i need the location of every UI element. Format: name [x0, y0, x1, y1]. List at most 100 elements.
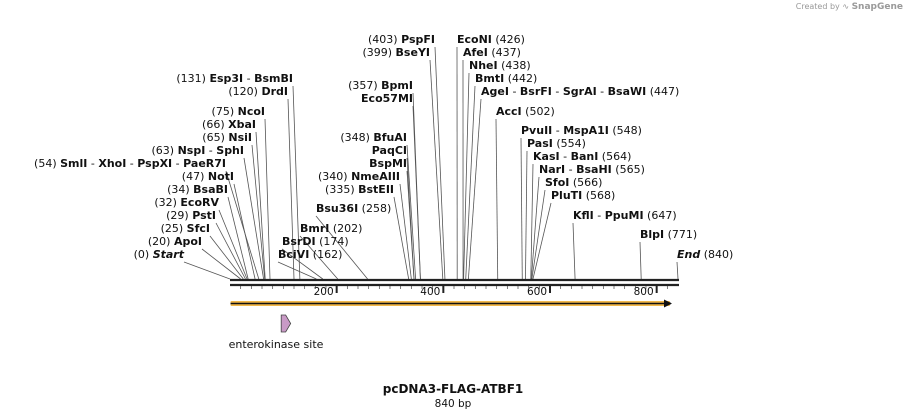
enzyme-name: Esp3I — [209, 72, 243, 85]
enzyme-name: BsaHI — [576, 163, 612, 176]
site-label-bsrdi[interactable]: BsrDI (174) — [282, 235, 349, 248]
site-label-psti[interactable]: (29) PstI — [166, 209, 216, 222]
site-labels: (0) Start(20) ApoI(25) SfcI(29) PstI(32)… — [34, 33, 733, 261]
axis-tick-label-800: 800 — [634, 286, 654, 298]
site-label-nhei[interactable]: NheI (438) — [469, 59, 531, 72]
site-separator: - — [243, 72, 254, 85]
enzyme-name: End — [677, 248, 700, 261]
site-position: (647) — [644, 209, 677, 222]
site-label-pluti[interactable]: PluTI (568) — [551, 189, 615, 202]
site-label-esp3i-bsmbi[interactable]: (131) Esp3I - BsmBI — [176, 72, 293, 85]
leader-line-20 — [201, 248, 241, 280]
enzyme-name: AgeI — [481, 85, 509, 98]
site-position: (25) — [161, 222, 187, 235]
axis-tick-label-200: 200 — [314, 286, 334, 298]
site-position: (438) — [498, 59, 531, 72]
site-label-bspmi[interactable]: BspMI — [369, 157, 407, 170]
site-label-bpmi[interactable]: (357) BpmI — [348, 79, 413, 92]
site-label-kfli-ppumi[interactable]: KflI - PpuMI (647) — [573, 209, 677, 222]
site-position: (32) — [154, 196, 180, 209]
site-label-pvuii-mspa1i[interactable]: PvuII - MspA1I (548) — [521, 124, 642, 137]
feature-enterokinase-site[interactable] — [280, 314, 292, 333]
leader-line-345 — [406, 157, 415, 280]
enzyme-name: PstI — [192, 209, 216, 222]
site-label-bmti[interactable]: BmtI (442) — [475, 72, 537, 85]
enzyme-name: BsmBI — [254, 72, 293, 85]
site-position: (771) — [664, 228, 697, 241]
site-label-bmri[interactable]: BmrI (202) — [300, 222, 362, 235]
enzyme-name: BsaWI — [608, 85, 647, 98]
site-label-acci[interactable]: AccI (502) — [496, 105, 555, 118]
site-position: (403) — [368, 33, 401, 46]
enzyme-name: SgrAI — [563, 85, 597, 98]
leader-line-202 — [299, 235, 339, 280]
site-position: (34) — [167, 183, 193, 196]
site-label-drdi[interactable]: (120) DrdI — [228, 85, 288, 98]
site-label-blpi[interactable]: BlpI (771) — [640, 228, 697, 241]
site-label-ncoi[interactable]: (75) NcoI — [212, 105, 265, 118]
site-position: (442) — [504, 72, 537, 85]
site-label-kasi-bani[interactable]: KasI - BanI (564) — [533, 150, 631, 163]
leader-line-174 — [281, 248, 324, 280]
site-label-eco57mi[interactable]: Eco57MI — [361, 92, 413, 105]
enzyme-name: SfcI — [187, 222, 210, 235]
enzyme-name: AccI — [496, 105, 522, 118]
enzyme-name: XbaI — [228, 118, 256, 131]
site-label-econi[interactable]: EcoNI (426) — [457, 33, 525, 46]
site-label-smli-xhoi-pspxi-paer7i[interactable]: (54) SmlI - XhoI - PspXI - PaeR7I — [34, 157, 226, 170]
site-label-start[interactable]: (0) Start — [134, 248, 185, 261]
leader-line-66 — [255, 131, 266, 280]
site-position: (340) — [318, 170, 351, 183]
leader-line-348 — [406, 144, 416, 280]
site-position: (131) — [176, 72, 209, 85]
site-label-afei[interactable]: AfeI (437) — [463, 46, 521, 59]
site-label-paqci[interactable]: PaqCI — [372, 144, 407, 157]
site-label-nmeaiii[interactable]: (340) NmeAIII — [318, 170, 400, 183]
plasmid-name: pcDNA3-FLAG-ATBF1 — [383, 382, 524, 396]
enzyme-name: PluTI — [551, 189, 582, 202]
feature-arrow-icon[interactable] — [280, 314, 292, 333]
leader-line-840 — [676, 261, 679, 280]
site-label-bsteii[interactable]: (335) BstEII — [325, 183, 394, 196]
site-label-pasi[interactable]: PasI (554) — [527, 137, 586, 150]
enzyme-name: AfeI — [463, 46, 488, 59]
site-label-nspi-sphi[interactable]: (63) NspI - SphI — [151, 144, 244, 157]
site-label-end[interactable]: End (840) — [677, 248, 733, 261]
enzyme-name: KflI — [573, 209, 594, 222]
enzyme-name: Start — [153, 248, 185, 261]
enzyme-name: BpmI — [381, 79, 413, 92]
site-position: (565) — [612, 163, 645, 176]
site-label-noti[interactable]: (47) NotI — [182, 170, 234, 183]
site-label-sfci[interactable]: (25) SfcI — [161, 222, 210, 235]
leader-line-564 — [530, 163, 534, 280]
site-label-bseyi[interactable]: (399) BseYI — [362, 46, 430, 59]
site-label-bfuai[interactable]: (348) BfuAI — [340, 131, 407, 144]
enzyme-name: PaeR7I — [183, 157, 226, 170]
enzyme-name: NsiI — [228, 131, 252, 144]
enzyme-name: BsrDI — [282, 235, 316, 248]
site-separator: - — [597, 85, 608, 98]
site-label-agei-bsrfi-sgrai-bsawi[interactable]: AgeI - BsrFI - SgrAI - BsaWI (447) — [481, 85, 679, 98]
site-label-ecorv[interactable]: (32) EcoRV — [154, 196, 219, 209]
site-position: (0) — [134, 248, 153, 261]
site-label-apoi[interactable]: (20) ApoI — [148, 235, 202, 248]
site-position: (120) — [228, 85, 261, 98]
site-position: (174) — [316, 235, 349, 248]
site-label-sfoi[interactable]: SfoI (566) — [545, 176, 602, 189]
site-label-nsii[interactable]: (65) NsiI — [202, 131, 252, 144]
plasmid-length: 840 bp — [435, 398, 472, 410]
enzyme-name: NotI — [208, 170, 234, 183]
site-position: (348) — [340, 131, 373, 144]
orf-arrowhead-icon — [664, 299, 672, 308]
leader-line-568 — [532, 202, 552, 280]
site-label-nari-bsahi[interactable]: NarI - BsaHI (565) — [539, 163, 645, 176]
site-position: (66) — [202, 118, 228, 131]
site-label-bsabi[interactable]: (34) BsaBI — [167, 183, 228, 196]
credit-brand: SnapGene — [851, 2, 903, 12]
leader-line-131 — [292, 85, 301, 280]
site-label-bsu36i[interactable]: Bsu36I (258) — [316, 202, 391, 215]
site-label-xbai[interactable]: (66) XbaI — [202, 118, 256, 131]
leader-line-65 — [251, 144, 266, 280]
site-label-pspfi[interactable]: (403) PspFI — [368, 33, 435, 46]
site-label-bcivi[interactable]: BciVI (162) — [278, 248, 342, 261]
